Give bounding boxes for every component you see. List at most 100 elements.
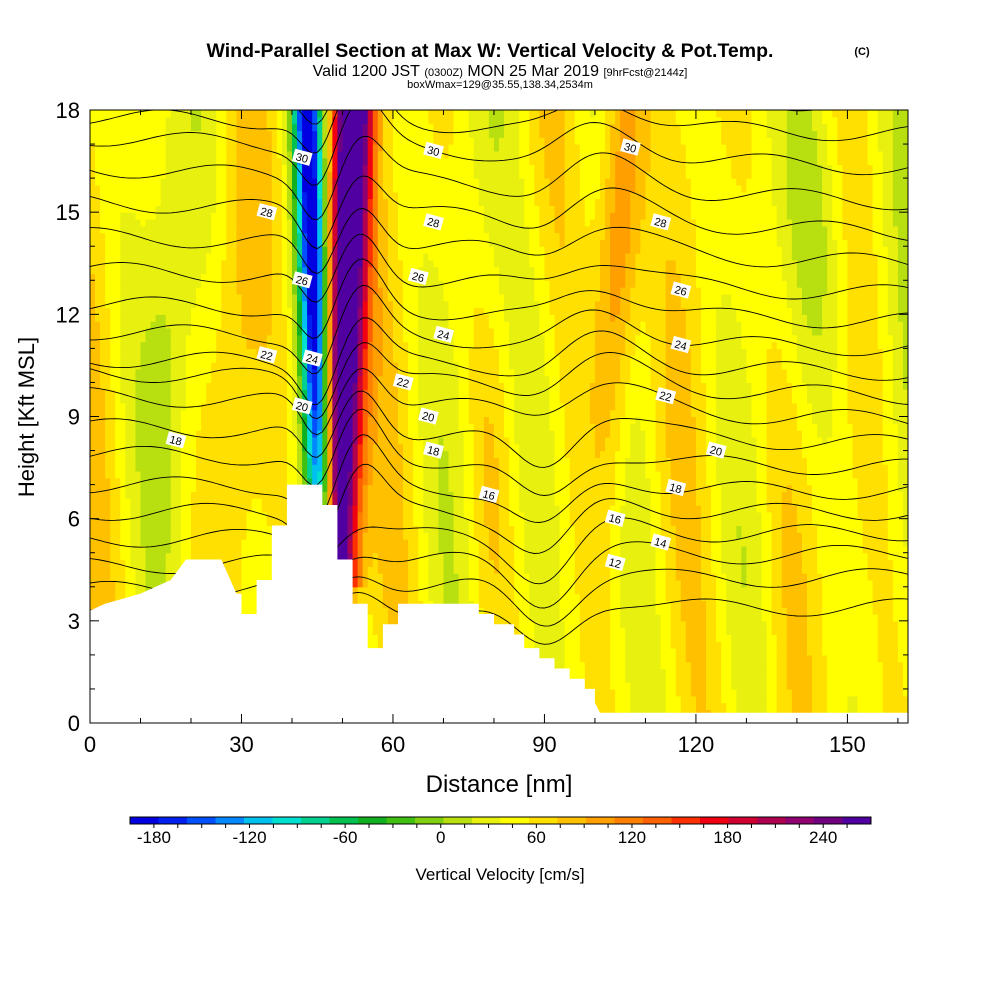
velocity-cell [226,321,232,329]
velocity-cell [145,327,152,336]
velocity-cell [196,457,202,465]
velocity-cell [95,545,101,554]
velocity-cell [251,409,258,418]
velocity-cell [347,321,354,329]
velocity-cell [135,511,142,520]
velocity-cell [342,457,349,465]
velocity-cell [90,157,96,166]
velocity-cell [105,552,111,561]
velocity-cell [236,198,243,206]
velocity-cell [256,110,263,118]
velocity-cell [261,137,268,145]
velocity-cell [302,396,308,404]
velocity-cell [236,498,243,506]
velocity-cell [241,532,248,540]
velocity-cell [190,287,197,295]
velocity-cell [322,341,328,349]
velocity-cell [196,273,202,281]
velocity-cell [367,511,374,520]
velocity-cell [165,218,172,227]
velocity-cell [90,355,96,363]
velocity-cell [342,464,349,472]
velocity-cell [140,464,147,472]
velocity-cell [216,552,222,561]
velocity-cell [206,266,212,275]
velocity-cell [236,144,243,152]
velocity-cell [165,409,172,418]
velocity-cell [362,368,369,377]
velocity-cell [190,266,197,275]
velocity-cell [266,539,273,547]
velocity-cell [211,341,217,349]
velocity-cell [347,396,354,404]
velocity-cell [90,423,96,431]
velocity-cell [95,430,101,438]
velocity-cell [342,525,349,533]
velocity-cell [125,518,131,527]
velocity-cell [286,327,293,336]
velocity-cell [337,137,344,145]
velocity-cell [286,212,293,220]
velocity-cell [317,164,323,172]
velocity-cell [276,198,283,206]
velocity-cell [266,505,273,513]
velocity-cell [256,491,263,499]
velocity-cell [216,280,222,288]
velocity-cell [105,511,111,520]
velocity-cell [307,164,313,172]
velocity-cell [95,130,101,138]
velocity-cell [312,171,318,179]
velocity-cell [342,348,349,356]
velocity-cell [322,123,328,132]
velocity-cell [291,457,298,465]
velocity-cell [95,287,101,295]
velocity-cell [362,259,369,268]
velocity-cell [110,273,116,281]
velocity-cell [322,396,328,404]
velocity-cell [135,341,142,349]
velocity-cell [271,157,278,166]
velocity-cell [95,552,101,561]
velocity-cell [286,266,293,275]
velocity-cell [317,266,323,275]
velocity-cell [261,498,268,506]
velocity-cell [251,430,258,438]
velocity-cell [211,470,217,479]
velocity-cell [125,505,131,513]
velocity-cell [221,396,227,404]
velocity-cell [236,314,243,322]
velocity-cell [185,443,192,452]
velocity-cell [297,430,303,438]
velocity-cell [135,586,142,595]
velocity-cell [201,293,207,302]
velocity-cell [155,573,162,581]
velocity-cell [246,157,253,166]
velocity-cell [130,552,137,561]
velocity-cell [231,470,238,479]
velocity-cell [256,287,263,295]
velocity-cell [347,525,354,533]
velocity-cell [286,443,293,452]
velocity-cell [160,389,167,397]
velocity-cell [170,287,177,295]
velocity-cell [190,532,197,540]
velocity-cell [135,539,142,547]
velocity-cell [90,436,96,445]
velocity-cell [135,477,142,486]
velocity-cell [170,157,177,166]
velocity-cell [327,110,333,118]
velocity-cell [170,307,177,315]
velocity-cell [342,355,349,363]
velocity-cell [302,130,308,138]
velocity-cell [100,110,106,118]
velocity-cell [322,218,328,227]
velocity-cell [206,450,212,458]
velocity-cell [170,505,177,513]
velocity-cell [185,470,192,479]
velocity-cell [297,382,303,390]
velocity-cell [185,137,192,145]
velocity-cell [115,573,121,581]
velocity-cell [90,314,96,322]
velocity-cell [206,518,212,527]
velocity-cell [266,300,273,309]
